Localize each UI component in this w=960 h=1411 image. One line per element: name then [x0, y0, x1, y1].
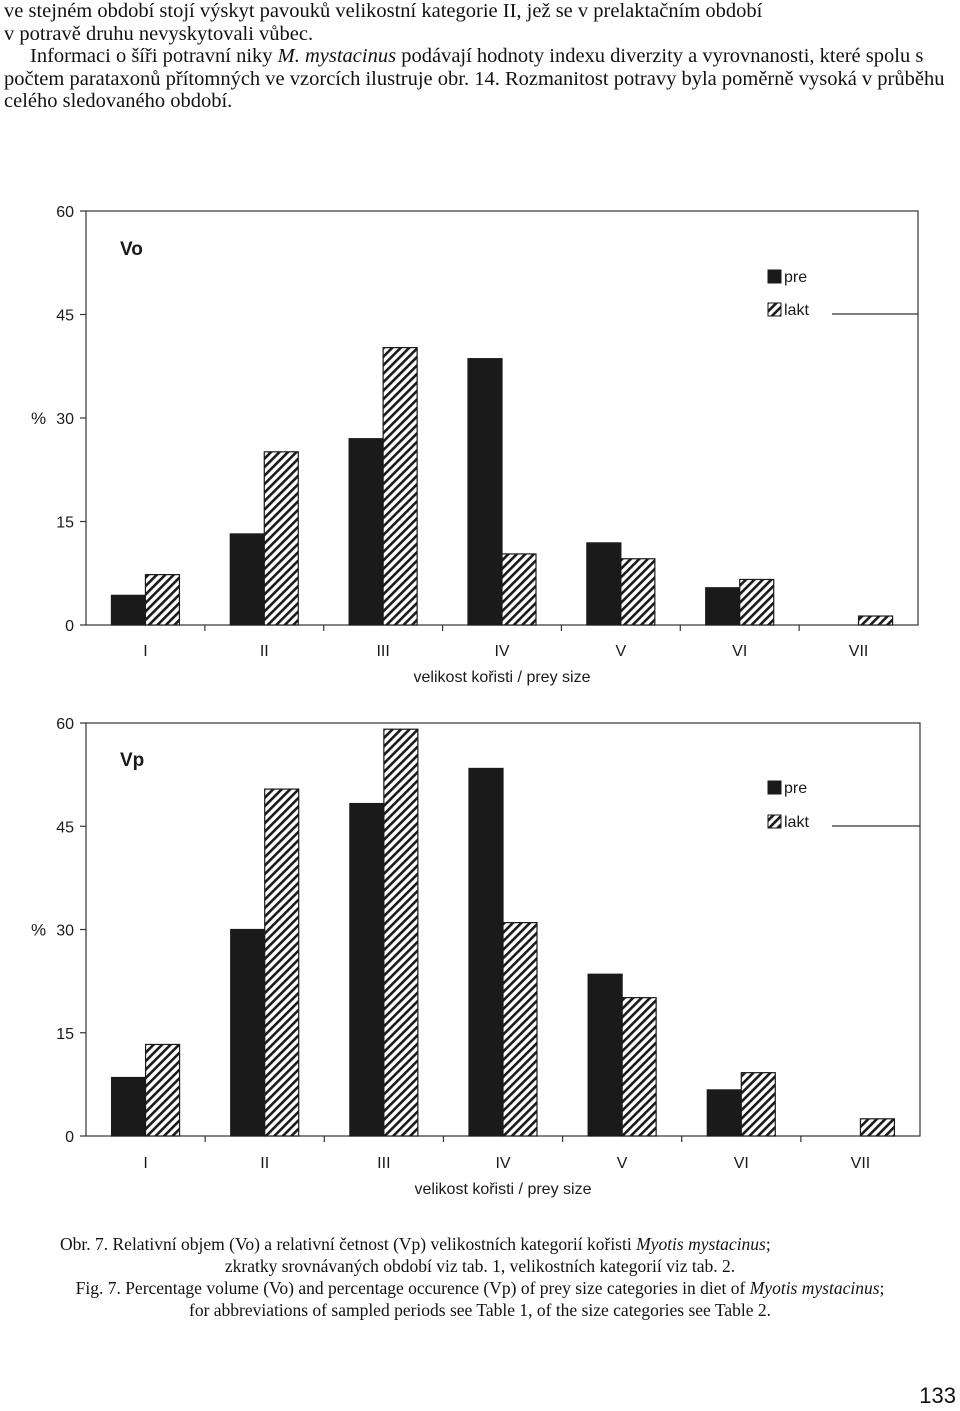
x-tick-label: III — [377, 1155, 390, 1172]
bar-lakt-VI — [740, 1072, 776, 1137]
x-tick-label: IV — [494, 643, 509, 660]
caption-cz-species: Myotis mystacinus — [636, 1234, 766, 1254]
x-tick-label: V — [616, 643, 627, 660]
bar-pre-III — [349, 802, 385, 1137]
bar-lakt-III — [382, 347, 418, 626]
bar-pre-II — [230, 928, 266, 1137]
caption-cz-line2: zkratky srovnávaných období viz tab. 1, … — [224, 1256, 736, 1276]
y-tick-label: 0 — [65, 1129, 74, 1146]
legend-swatch-pre — [767, 780, 782, 795]
bar-lakt-I — [144, 574, 181, 626]
caption-en-line2: for abbreviations of sampled periods see… — [189, 1300, 771, 1320]
bar-pre-IV — [467, 358, 503, 626]
bar-lakt-IV — [502, 922, 538, 1137]
bar-lakt-VII — [857, 615, 894, 626]
caption-cz-start: Obr. 7. Relativní objem (Vo) a relativní… — [60, 1234, 637, 1254]
body-paragraph: ve stejném období stojí výskyt pavouků v… — [4, 0, 956, 113]
caption-cz-end: ; — [765, 1234, 771, 1254]
y-tick-label: 45 — [56, 819, 74, 836]
bar-pre-VI — [705, 587, 741, 626]
bar-pre-II — [229, 533, 265, 626]
legend-label-pre: pre — [784, 269, 807, 286]
page-number: 133 — [919, 1383, 956, 1408]
x-tick-label: VII — [851, 1155, 871, 1172]
bar-lakt-V — [620, 558, 656, 626]
para2-end: podávají hodnoty indexu diverzity a vyro… — [4, 45, 945, 112]
bar-lakt-II — [263, 451, 299, 626]
y-tick-label: 15 — [56, 515, 74, 532]
x-tick-label: IV — [495, 1155, 510, 1172]
bar-lakt-V — [621, 997, 657, 1137]
bar-pre-III — [348, 438, 384, 626]
bar-lakt-III — [383, 728, 419, 1137]
bar-pre-I — [110, 1076, 147, 1137]
y-tick-label: 45 — [56, 308, 74, 325]
caption-en-species: Myotis mystacinus — [749, 1278, 880, 1298]
panel-label: Vo — [120, 239, 143, 260]
x-tick-label: V — [617, 1155, 628, 1172]
para2-species: M. mystacinus — [277, 45, 397, 67]
caption-en-end: ; — [879, 1278, 885, 1298]
caption-en-line1: Fig. 7. Percentage volume (Vo) and perce… — [0, 1277, 960, 1299]
bar-lakt-II — [264, 788, 300, 1137]
x-tick-label: I — [143, 643, 147, 660]
para2-start: Informaci o šíři potravní niky — [30, 45, 278, 67]
figure-caption: Obr. 7. Relativní objem (Vo) a relativní… — [0, 1233, 960, 1321]
caption-cz-line1: Obr. 7. Relativní objem (Vo) a relativní… — [0, 1233, 960, 1255]
x-tick-label: II — [260, 1155, 269, 1172]
bar-lakt-VII — [859, 1118, 896, 1137]
x-tick-label: VI — [732, 643, 747, 660]
x-tick-label: VI — [734, 1155, 749, 1172]
para2: Informaci o šíři potravní niky M. mystac… — [4, 45, 956, 113]
panel-label: Vp — [120, 750, 144, 771]
legend-swatch-pre — [767, 269, 782, 284]
para1-line1: ve stejném období stojí výskyt pavouků v… — [4, 0, 763, 22]
para1-line2: v potravě druhu nevyskytovali vůbec. — [4, 22, 314, 45]
legend-swatch-lakt — [767, 302, 782, 317]
y-axis-label: % — [31, 409, 46, 428]
y-tick-label: 30 — [56, 923, 74, 940]
y-tick-label: 30 — [56, 411, 74, 428]
x-tick-label: VII — [849, 643, 869, 660]
x-tick-label: I — [143, 1155, 147, 1172]
x-tick-label: II — [260, 643, 269, 660]
bar-pre-I — [110, 594, 147, 626]
x-tick-label: III — [376, 643, 389, 660]
y-tick-label: 15 — [56, 1026, 74, 1043]
x-axis-label: velikost kořisti / prey size — [415, 1181, 592, 1198]
bar-pre-IV — [468, 767, 504, 1137]
y-tick-label: 0 — [65, 618, 74, 635]
legend-label-lakt: lakt — [784, 302, 809, 319]
y-tick-label: 60 — [56, 716, 74, 733]
legend-swatch-lakt — [767, 814, 782, 829]
bar-pre-V — [587, 973, 623, 1137]
x-axis-label: velikost kořisti / prey size — [414, 669, 591, 686]
y-tick-label: 60 — [56, 204, 74, 221]
caption-en-start: Fig. 7. Percentage volume (Vo) and perce… — [75, 1278, 750, 1298]
bar-lakt-VI — [739, 578, 775, 626]
bar-pre-V — [586, 542, 622, 626]
legend-label-pre: pre — [784, 780, 807, 797]
bar-pre-VI — [706, 1089, 742, 1137]
bar-lakt-I — [144, 1043, 181, 1137]
y-axis-label: % — [31, 921, 46, 940]
bar-lakt-IV — [501, 553, 537, 626]
legend-label-lakt: lakt — [784, 814, 809, 831]
